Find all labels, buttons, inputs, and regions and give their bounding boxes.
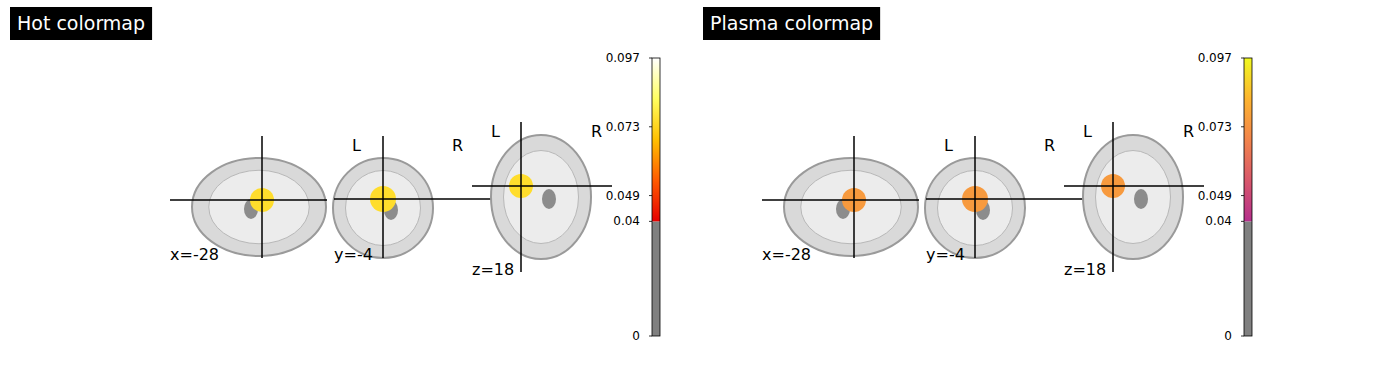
colorbar-frame [1244,58,1252,336]
cut-label: z=18 [472,260,514,279]
crosshair [853,136,855,258]
slice: x=-28 [762,136,919,264]
brain-outline [491,135,591,259]
slice: x=-28 [170,136,327,264]
brain-matter [1096,151,1171,244]
cut-label: x=-28 [762,245,811,264]
title: Hot colormap [17,12,145,34]
colorbar-tick [649,336,652,337]
colorbar: 0 0.04 0.049 0.073 0.097 [1198,51,1252,343]
colorbar-tick-label: 0.097 [1198,51,1232,65]
panel: Hot colormapx=-28y=-4LRz=18LR00.040.0490… [10,7,660,343]
brain-matter [209,170,310,244]
colorbar-tick [649,58,652,59]
crosshair [926,198,1084,200]
title-box: Hot colormap [10,7,152,40]
crosshair [382,136,384,258]
cut-label: z=18 [1064,260,1106,279]
crosshair [762,199,919,201]
colorbar: 0 0.04 0.049 0.073 0.097 [606,51,660,343]
colorbar-tick-label: 0.073 [1198,120,1232,134]
colorbar-tick-label: 0.04 [1205,214,1232,228]
colorbar-tick [1241,195,1244,196]
title-background [10,7,152,40]
cut-label: x=-28 [170,245,219,264]
brain-outline [192,158,326,256]
hemisphere-label: L [1083,122,1092,141]
crosshair [334,198,492,200]
hemisphere-label: L [944,136,953,155]
crosshair [472,185,612,187]
hemisphere-label: L [352,136,361,155]
colorbar-below-threshold [1244,221,1252,336]
colorbar-tick-label: 0.073 [606,120,640,134]
colorbar-tick-label: 0.04 [613,214,640,228]
crosshair [1112,122,1114,272]
colorbar-tick-label: 0 [632,329,640,343]
hemisphere-label: L [491,122,500,141]
cut-label: y=-4 [334,245,373,264]
crosshair [520,122,522,272]
slice: y=-4 L R [925,136,1084,264]
hemisphere-label: R [1183,122,1194,141]
slice: y=-4 L R [333,136,492,264]
hemisphere-label: R [452,136,463,155]
colorbar-below-threshold [652,221,660,336]
brain-outline [784,158,918,256]
figure: Hot colormapx=-28y=-4LRz=18LR00.040.0490… [0,0,1389,390]
colorbar-tick [1241,336,1244,337]
ventricle [542,189,556,209]
colorbar-gradient [1244,58,1252,221]
title-box: Plasma colormap [703,7,880,40]
crosshair [170,199,327,201]
page: Hot colormapx=-28y=-4LRz=18LR00.040.0490… [0,0,1389,390]
colorbar-tick [649,126,652,127]
slice: z=18 L R [1064,122,1204,279]
cut-label: y=-4 [926,245,965,264]
crosshair [261,136,263,258]
colorbar-tick [649,195,652,196]
panel: Plasma colormap x=-28 y=-4 L Rz=18 L R 0 0.04 0.0… [703,7,1252,343]
crosshair [1064,185,1204,187]
colorbar-tick-label: 0.049 [1198,189,1232,203]
colorbar-tick-label: 0 [1224,329,1232,343]
crosshair [974,136,976,258]
title: Plasma colormap [710,12,873,34]
slice: z=18 L R [472,122,612,279]
brain-matter [801,170,902,244]
colorbar-tick [1241,126,1244,127]
hemisphere-label: R [1044,136,1055,155]
brain-outline [1083,135,1183,259]
colorbar-tick [649,221,652,222]
colorbar-frame [652,58,660,336]
title-background [703,7,880,40]
colorbar-gradient [652,58,660,221]
hemisphere-label: R [591,122,602,141]
ventricle [1134,189,1148,209]
colorbar-tick-label: 0.049 [606,189,640,203]
brain-matter [504,151,579,244]
colorbar-tick [1241,58,1244,59]
colorbar-tick [1241,221,1244,222]
colorbar-tick-label: 0.097 [606,51,640,65]
